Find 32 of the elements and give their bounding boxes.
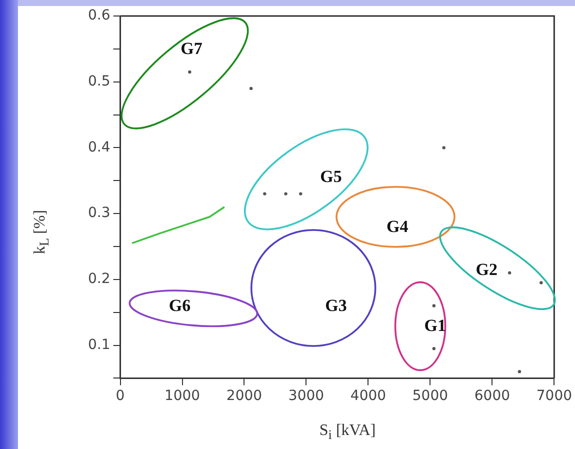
annotation: G3 [325,296,347,316]
y-tick-label: 0.2 [88,271,110,288]
y-tick-label: 0.1 [88,336,110,353]
x-tick-label: 4000 [350,388,386,404]
annotation: G5 [320,167,342,188]
point [442,146,446,150]
x-tick-label: 5000 [412,388,448,404]
point [188,70,192,74]
annotation: G6 [168,296,191,316]
x-axis-title: S$_{i}$ [kVA] [318,422,377,444]
annotation: G4 [386,216,408,237]
annotation: G7 [180,38,202,59]
y-tick-label: 0.4 [88,139,110,156]
x-tick-label: 2000 [226,388,262,404]
annotation: G2 [476,260,498,280]
point [284,192,288,196]
point [432,346,436,350]
point [263,192,266,196]
x-tick-label: 1000 [164,388,200,404]
y-tick-label: 0.3 [88,205,110,222]
x-tick-label: 7000 [536,388,572,404]
point [540,281,543,284]
x-tick-label: 0 [116,388,125,404]
x-tick-label: 6000 [474,388,510,404]
point [432,304,436,308]
x-tick-label: 3000 [288,388,324,404]
y-tick-label: 0.5 [88,73,110,90]
point [249,86,253,90]
point [508,271,512,274]
y-tick-label: 0.6 [88,8,110,24]
point [518,370,522,374]
point [299,192,302,196]
